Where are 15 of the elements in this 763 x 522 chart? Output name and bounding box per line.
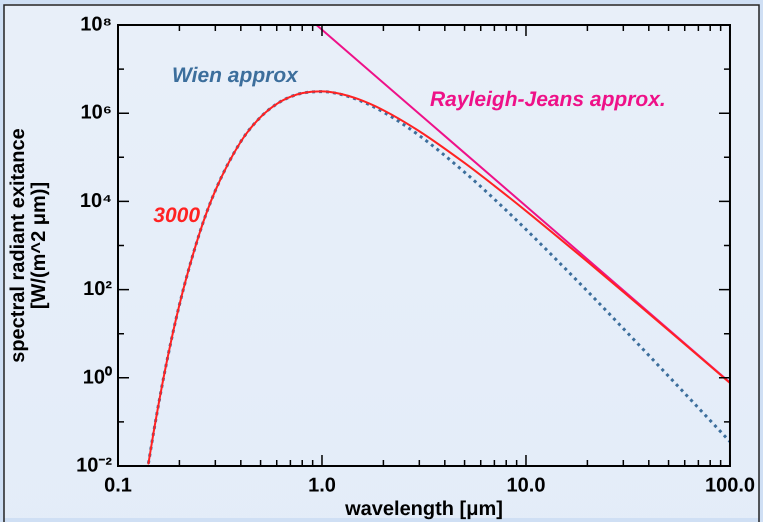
x-tick-label: 10.0 [506,474,546,497]
y-axis-title: spectral radiant exitance [W/(m^2 μm)] [7,128,50,363]
y-tick-label: 10⁴ [80,190,112,212]
x-tick-label: 0.1 [104,474,132,497]
y-tick-label: 10⁶ [80,102,112,124]
y-tick-label: 10² [83,278,112,300]
series-label: Wien approx [172,64,300,87]
y-tick-label: 10⁰ [82,365,112,388]
y-tick-label: 10⁻² [76,454,112,477]
series-label: 3000 [153,204,200,227]
x-tick-label: 100.0 [704,474,756,497]
series-label: Rayleigh-Jeans approx. [430,88,666,111]
y-tick-label: 10⁸ [80,14,112,36]
x-axis-title: wavelength [μm] [344,498,503,520]
x-tick-label: 1.0 [308,474,336,497]
